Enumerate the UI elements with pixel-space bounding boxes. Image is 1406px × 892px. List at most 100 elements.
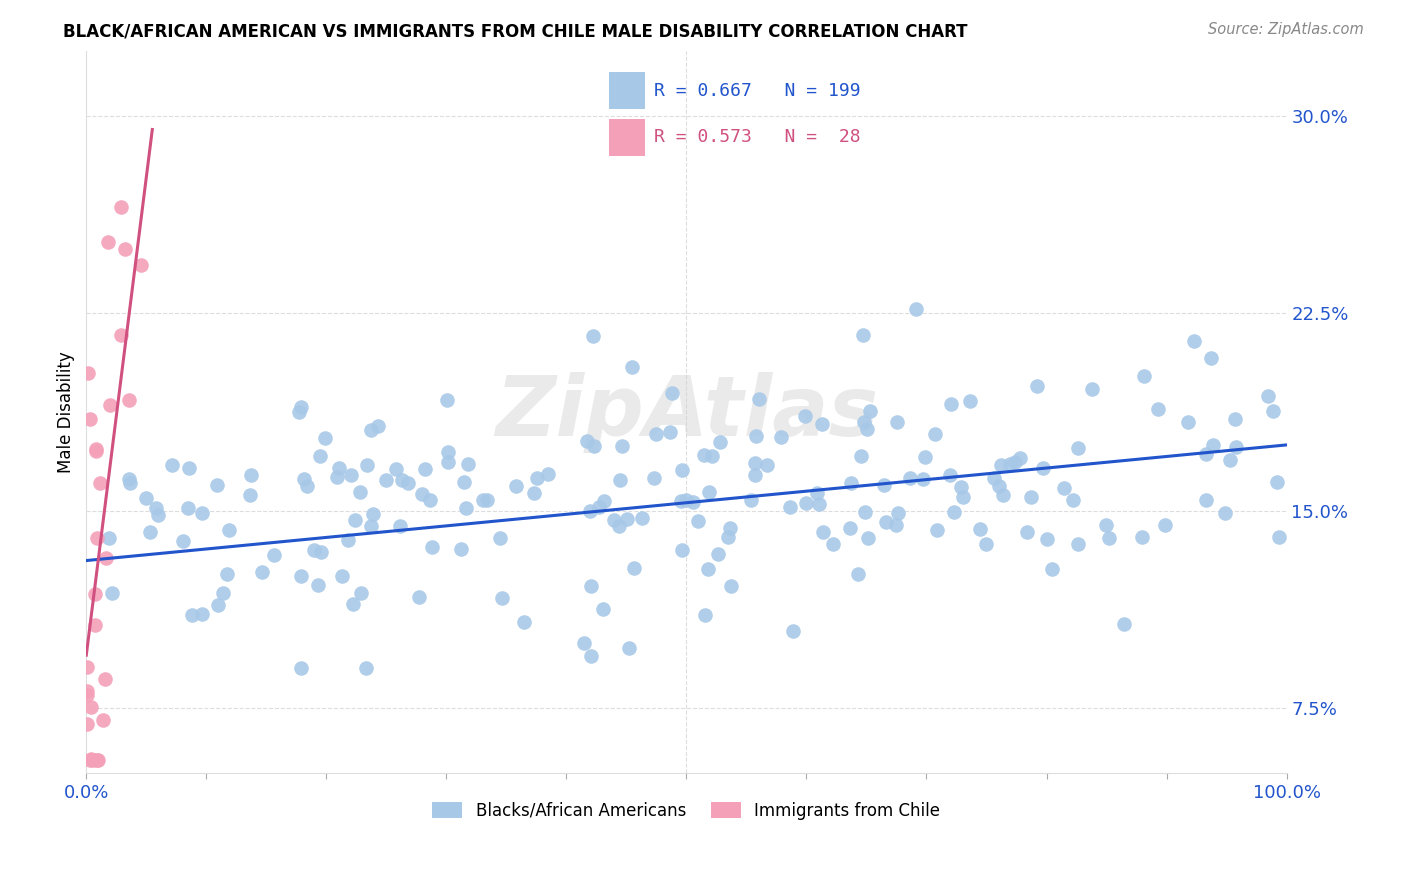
Point [76,688,98,702]
Point [1130,530,1153,544]
Point [1195,447,1218,461]
Point [983,471,1005,485]
Point [853,415,876,429]
Point [292,472,315,486]
Point [744,467,766,482]
Point [990,458,1012,472]
Point [80,751,103,765]
Point [588,500,610,515]
Point [505,479,527,493]
Text: BLACK/AFRICAN AMERICAN VS IMMIGRANTS FROM CHILE MALE DISABILITY CORRELATION CHAR: BLACK/AFRICAN AMERICAN VS IMMIGRANTS FRO… [63,22,967,40]
Point [342,598,364,612]
Point [1042,562,1064,576]
Point [82,753,104,767]
Point [212,586,235,600]
Point [356,458,378,472]
Point [873,478,896,492]
Point [250,565,273,579]
Point [454,500,477,515]
Point [643,470,665,484]
Point [905,301,928,316]
Point [239,468,262,483]
Point [453,475,475,489]
Point [852,328,875,343]
Point [886,416,908,430]
Point [340,467,363,482]
Point [720,579,742,593]
Point [858,531,880,545]
Point [118,475,141,490]
Point [1032,460,1054,475]
Point [859,403,882,417]
Point [943,505,966,519]
Point [838,521,860,535]
Point [1201,351,1223,366]
Point [853,504,876,518]
Point [924,427,946,442]
Point [682,495,704,509]
Point [793,409,815,423]
Point [336,533,359,548]
Point [811,417,834,431]
Point [1062,492,1084,507]
Point [94,673,117,687]
Point [344,513,367,527]
Point [160,458,183,472]
Point [645,427,668,442]
Point [993,488,1015,502]
Point [118,393,141,408]
Point [367,419,389,434]
Point [408,590,430,604]
Point [419,492,441,507]
Point [307,578,329,592]
Point [1017,524,1039,539]
Point [207,599,229,613]
Point [914,450,936,464]
Point [1202,438,1225,452]
Point [884,517,907,532]
Point [360,423,382,437]
Point [437,444,460,458]
Point [354,661,377,675]
Point [574,636,596,650]
Point [661,385,683,400]
Point [1265,475,1288,490]
Point [912,472,935,486]
Point [79,753,101,767]
Point [472,493,495,508]
Point [1035,532,1057,546]
Point [1177,415,1199,429]
Point [98,532,121,546]
Point [939,397,962,411]
Point [607,518,630,533]
Point [593,494,616,508]
Point [135,491,157,505]
Point [314,431,336,445]
Point [900,471,922,485]
Point [744,456,766,470]
Point [1153,518,1175,533]
Point [536,467,558,481]
Point [718,520,741,534]
Point [179,461,201,475]
Point [1112,616,1135,631]
Point [328,461,350,475]
Point [697,562,720,576]
Point [623,561,645,575]
Point [779,500,801,514]
Point [76,717,98,731]
Point [692,448,714,462]
Point [360,518,382,533]
Point [617,641,640,656]
Point [91,713,114,727]
Point [361,507,384,521]
Point [717,531,740,545]
Point [794,496,817,510]
Point [475,493,498,508]
Point [191,607,214,622]
Text: ZipAtlas: ZipAtlas [495,372,877,452]
Point [523,485,546,500]
Point [1026,379,1049,393]
Point [76,684,98,698]
Point [84,444,107,458]
